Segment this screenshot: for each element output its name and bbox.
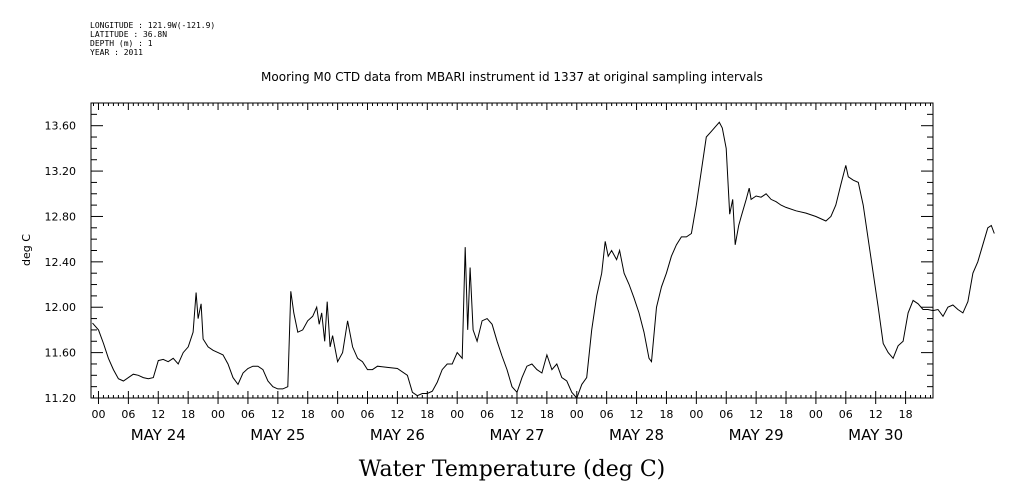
metadata-block: LONGITUDE : 121.9W(-121.9) LATITUDE : 36…	[90, 21, 215, 57]
x-axis-label: Water Temperature (deg C)	[359, 457, 666, 482]
x-tick-label: 12	[510, 408, 524, 421]
x-tick-label: 06	[480, 408, 494, 421]
x-axis: 00 06 12 18 00 06 12 18 00 06 12 18 00 06 12 18 00 06 12 18…	[91, 103, 932, 444]
x-tick-label: 00	[450, 408, 464, 421]
x-tick-label: 06	[121, 408, 135, 421]
x-tick-label: 06	[600, 408, 614, 421]
series-line	[92, 121, 995, 399]
x-day-label: MAY 25	[250, 426, 305, 444]
x-tick-label: 00	[570, 408, 584, 421]
year-text: YEAR : 2011	[90, 48, 143, 57]
y-tick-label: 13.60	[45, 120, 77, 133]
x-day-label: MAY 27	[489, 426, 544, 444]
x-day-label: MAY 24	[131, 426, 186, 444]
x-tick-label: 18	[899, 408, 913, 421]
plot-frame	[90, 102, 934, 399]
x-tick-label: 12	[869, 408, 883, 421]
x-tick-label: 12	[151, 408, 165, 421]
x-tick-label: 00	[331, 408, 345, 421]
x-day-label: MAY 30	[848, 426, 903, 444]
x-day-label: MAY 28	[609, 426, 664, 444]
x-tick-label: 00	[689, 408, 703, 421]
x-tick-label: 06	[839, 408, 853, 421]
x-tick-label: 12	[630, 408, 644, 421]
x-tick-label: 18	[301, 408, 315, 421]
x-tick-label: 12	[749, 408, 763, 421]
x-tick-label: 18	[181, 408, 195, 421]
x-tick-label: 18	[420, 408, 434, 421]
y-tick-label: 12.80	[45, 210, 77, 223]
chart-title: Mooring M0 CTD data from MBARI instrumen…	[261, 70, 763, 84]
x-tick-label: 06	[719, 408, 733, 421]
y-tick-label: 12.00	[45, 301, 77, 314]
x-tick-label: 18	[779, 408, 793, 421]
y-tick-label: 11.60	[45, 347, 77, 360]
y-tick-label: 12.40	[45, 256, 77, 269]
y-tick-label: 13.20	[45, 165, 77, 178]
x-tick-label: 00	[91, 408, 105, 421]
y-axis-label: deg C	[20, 234, 33, 266]
x-tick-label: 12	[271, 408, 285, 421]
y-axis: 11.20 11.60 12.00 12.40 12.80 13.20 13.60	[45, 102, 933, 405]
y-tick-label: 11.20	[45, 392, 77, 405]
x-tick-label: 00	[809, 408, 823, 421]
x-tick-label: 00	[211, 408, 225, 421]
x-tick-label: 06	[361, 408, 375, 421]
x-day-label: MAY 26	[370, 426, 425, 444]
x-day-label: MAY 29	[729, 426, 784, 444]
x-tick-label: 18	[540, 408, 554, 421]
x-tick-label: 12	[390, 408, 404, 421]
x-tick-label: 18	[659, 408, 673, 421]
latitude-text: LATITUDE : 36.8N	[90, 30, 168, 39]
longitude-text: LONGITUDE : 121.9W(-121.9)	[90, 21, 216, 30]
x-tick-label: 06	[241, 408, 255, 421]
depth-text: DEPTH (m) : 1	[90, 39, 153, 48]
